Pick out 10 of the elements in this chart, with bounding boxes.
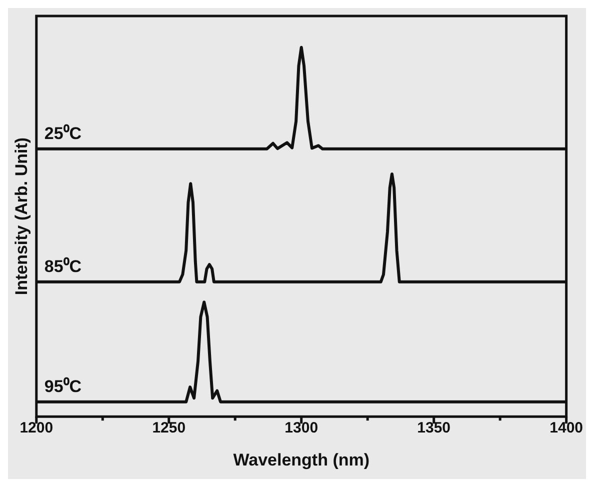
x-tick-label: 1350 xyxy=(417,420,451,437)
y-axis-title: Intensity (Arb. Unit) xyxy=(12,137,31,296)
x-axis-title: Wavelength (nm) xyxy=(233,450,370,470)
x-tick-label: 1250 xyxy=(152,420,186,437)
series-label: 85⁰C xyxy=(44,257,82,276)
series-label: 95⁰C xyxy=(44,377,82,396)
x-tick-label: 1400 xyxy=(550,420,584,437)
x-tick-label: 1200 xyxy=(20,420,54,437)
x-tick-label: 1300 xyxy=(284,420,318,437)
series-label: 25⁰C xyxy=(44,124,82,144)
